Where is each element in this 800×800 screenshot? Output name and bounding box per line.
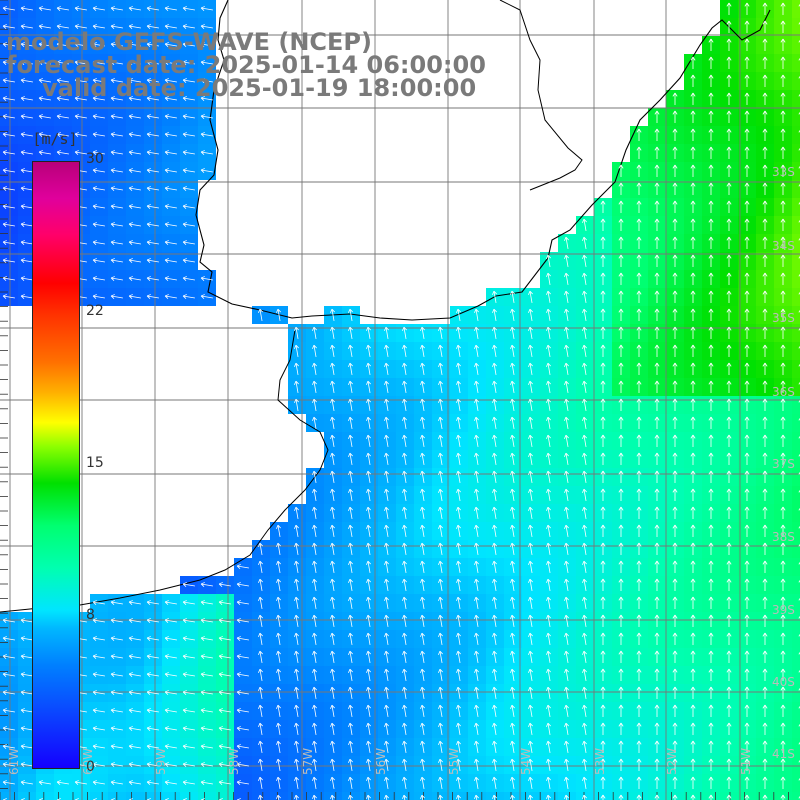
wind-speed-cell: [792, 180, 800, 198]
longitude-label: 56W: [374, 748, 388, 775]
coastline-interior-path: [499, 0, 583, 191]
colorbar: [32, 161, 80, 769]
longitude-label: 61W: [7, 748, 21, 775]
wind-speed-cell: [792, 108, 800, 126]
colorbar-tick-15: 15: [86, 455, 104, 471]
wind-speed-cell: [792, 792, 800, 800]
wind-speed-cell: [792, 504, 800, 522]
wind-speed-cell: [144, 792, 162, 800]
wind-speed-cell: [792, 324, 800, 342]
wind-speed-cell: [792, 252, 800, 270]
wind-speed-cell: [792, 576, 800, 594]
longitude-label: 55W: [447, 748, 461, 775]
wind-speed-cell: [792, 126, 800, 144]
wind-speed-cell: [792, 162, 800, 180]
longitude-label: 53W: [593, 748, 607, 775]
wind-speed-cell: [234, 792, 252, 800]
wind-speed-cell: [792, 18, 800, 36]
wind-speed-cell: [792, 216, 800, 234]
wind-speed-cell: [792, 342, 800, 360]
wind-speed-cell: [792, 0, 800, 18]
latitude-label: 34S: [772, 239, 795, 253]
wind-speed-cell: [792, 414, 800, 432]
wind-speed-cell: [792, 774, 800, 792]
wind-speed-cell: [792, 486, 800, 504]
wind-speed-cell: [792, 270, 800, 288]
longitude-label: 57W: [301, 748, 315, 775]
wind-speed-cell: [162, 792, 180, 800]
wind-speed-cell: [90, 792, 108, 800]
colorbar-tick-0: 0: [86, 759, 95, 775]
wind-speed-cell: [54, 792, 72, 800]
latitude-label: 37S: [772, 457, 795, 471]
wind-speed-cell: [126, 792, 144, 800]
latitude-label: 39S: [772, 603, 795, 617]
wind-speed-cell: [198, 792, 216, 800]
colorbar-tick-8: 8: [86, 607, 95, 623]
wind-speed-cell: [792, 234, 800, 252]
wind-speed-cell: [792, 288, 800, 306]
latitude-label: 33S: [772, 165, 795, 179]
longitude-label: 58W: [227, 748, 241, 775]
wind-speed-cell: [792, 144, 800, 162]
latitude-label: 38S: [772, 530, 795, 544]
wind-speed-cell: [792, 378, 800, 396]
wind-speed-cell: [792, 522, 800, 540]
wind-speed-cell: [792, 198, 800, 216]
wind-speed-cell: [792, 450, 800, 468]
wind-speed-cell: [792, 36, 800, 54]
colorbar-tick-22: 22: [86, 303, 104, 319]
longitude-label: 59W: [154, 748, 168, 775]
wind-speed-cell: [792, 558, 800, 576]
wind-speed-cell: [792, 630, 800, 648]
wind-speed-cell: [792, 72, 800, 90]
wind-speed-cell: [792, 360, 800, 378]
longitude-label: 54W: [519, 748, 533, 775]
wind-speed-cell: [792, 432, 800, 450]
colorbar-tick-30: 30: [86, 151, 104, 167]
latitude-label: 35S: [772, 311, 795, 325]
wind-speed-cell: [792, 306, 800, 324]
wind-speed-cell: [792, 396, 800, 414]
latitude-label: 36S: [772, 385, 795, 399]
wind-speed-cell: [180, 792, 198, 800]
wind-speed-cell: [18, 792, 36, 800]
wind-speed-cell: [0, 792, 18, 800]
wind-speed-cell: [36, 792, 54, 800]
longitude-label: 52W: [665, 748, 679, 775]
wind-speed-cell: [792, 54, 800, 72]
wind-speed-cell: [792, 720, 800, 738]
longitude-label: 51W: [739, 748, 753, 775]
wind-speed-cell: [792, 90, 800, 108]
valid-date: valid date: 2025-01-19 18:00:00: [42, 74, 477, 102]
wind-speed-cell: [792, 468, 800, 486]
wind-speed-cell: [792, 648, 800, 666]
wind-speed-cell: [792, 540, 800, 558]
latitude-label: 40S: [772, 675, 795, 689]
latitude-label: 41S: [772, 747, 795, 761]
colorbar-unit: [m/s]: [32, 130, 78, 148]
wind-speed-cell: [792, 702, 800, 720]
